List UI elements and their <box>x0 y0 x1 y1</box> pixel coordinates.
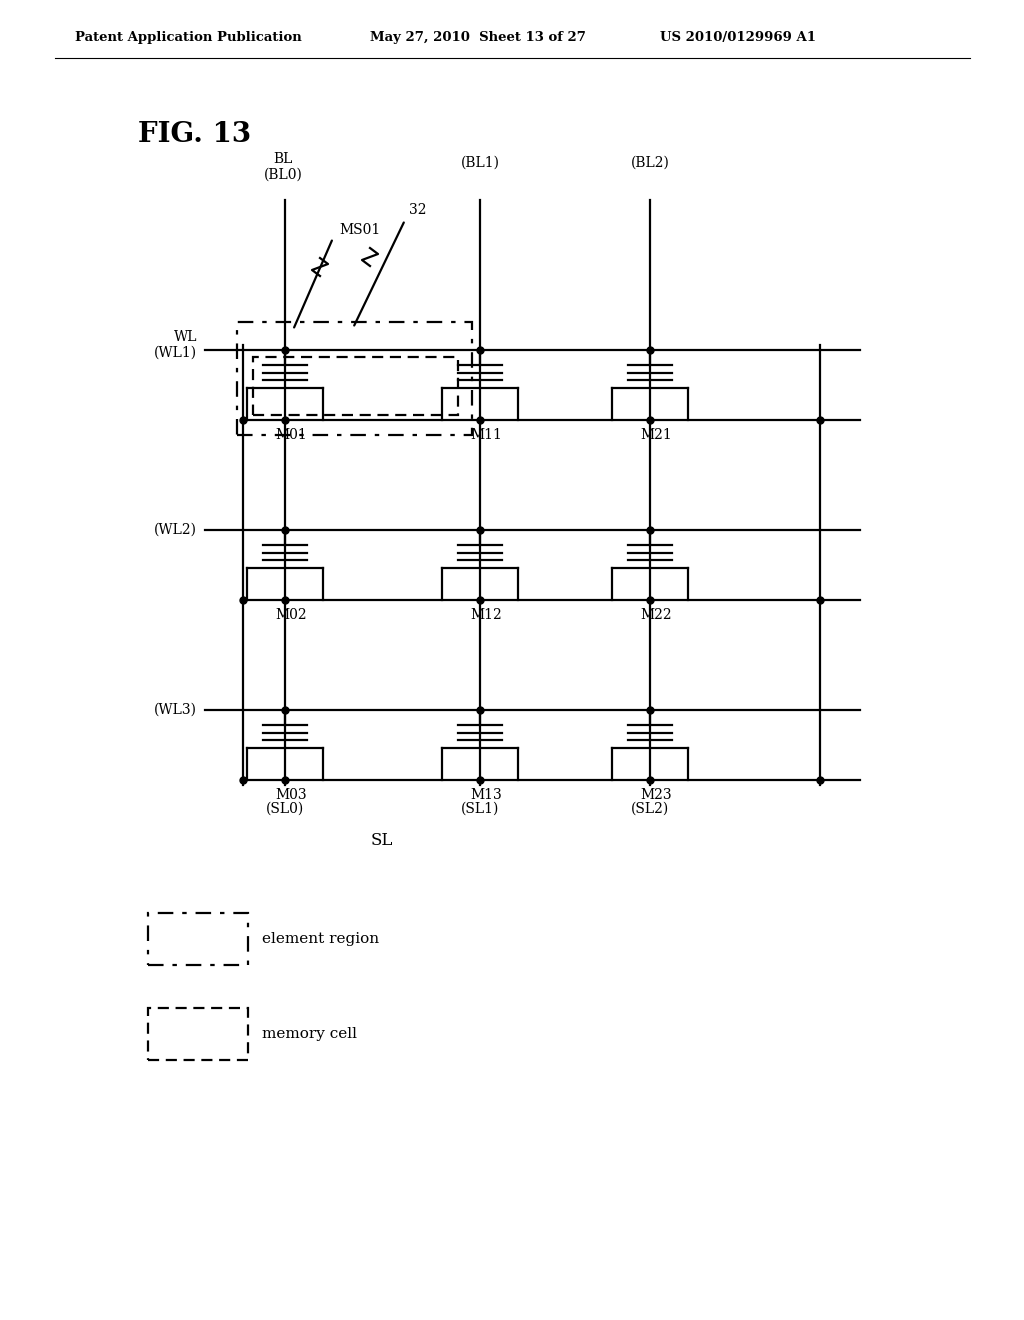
Text: May 27, 2010  Sheet 13 of 27: May 27, 2010 Sheet 13 of 27 <box>370 32 586 45</box>
Text: element region: element region <box>262 932 379 946</box>
Text: (BL1): (BL1) <box>461 156 500 170</box>
Bar <box>148 1008 248 1060</box>
Text: FIG. 13: FIG. 13 <box>138 121 251 149</box>
Text: M03: M03 <box>275 788 306 803</box>
Text: (BL2): (BL2) <box>631 156 670 170</box>
Text: M11: M11 <box>470 428 502 442</box>
Bar <box>237 322 472 436</box>
Text: (WL2): (WL2) <box>154 523 197 537</box>
Text: M12: M12 <box>470 609 502 622</box>
Text: memory cell: memory cell <box>262 1027 357 1041</box>
Text: (SL2): (SL2) <box>631 803 669 816</box>
Text: US 2010/0129969 A1: US 2010/0129969 A1 <box>660 32 816 45</box>
Text: MS01: MS01 <box>339 223 380 238</box>
Bar <box>148 913 248 965</box>
Text: SL: SL <box>371 832 393 849</box>
Text: M02: M02 <box>275 609 306 622</box>
Text: BL
(BL0): BL (BL0) <box>263 152 302 182</box>
Text: M21: M21 <box>640 428 672 442</box>
Text: (SL1): (SL1) <box>461 803 499 816</box>
Text: M23: M23 <box>640 788 672 803</box>
Text: Patent Application Publication: Patent Application Publication <box>75 32 302 45</box>
Text: M13: M13 <box>470 788 502 803</box>
Text: (WL3): (WL3) <box>154 704 197 717</box>
Text: (SL0): (SL0) <box>266 803 304 816</box>
Text: WL
(WL1): WL (WL1) <box>154 330 197 360</box>
Text: M01: M01 <box>275 428 307 442</box>
Text: M22: M22 <box>640 609 672 622</box>
Text: 32: 32 <box>409 203 427 216</box>
Bar <box>253 356 458 414</box>
